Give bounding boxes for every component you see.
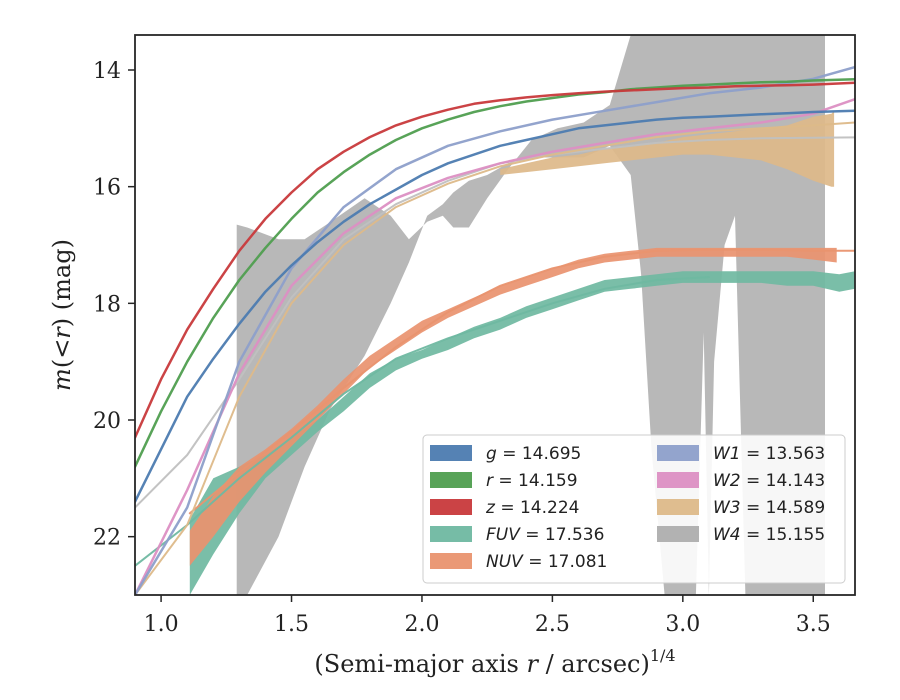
legend-swatch-w3 bbox=[657, 499, 699, 515]
legend-box bbox=[422, 434, 846, 584]
x-tick-label: 2.0 bbox=[404, 612, 439, 637]
legend-label-nuv: NUV = 17.081 bbox=[486, 552, 607, 572]
series-g-line bbox=[135, 109, 855, 503]
series-w2-line bbox=[135, 97, 855, 595]
series-fuv-fit-line bbox=[135, 276, 710, 567]
series-nuv-band bbox=[189, 247, 837, 566]
legend-swatch-w2 bbox=[657, 472, 699, 488]
x-tick-label: 3.5 bbox=[796, 612, 831, 637]
legend: g = 14.695 r = 14.159 z = 14.224 FUV = 17.5… bbox=[422, 434, 846, 584]
legend-swatch-z bbox=[430, 499, 472, 515]
ticks-layer: 1.0 1.5 2.0 2.5 3.0 3.5 14 16 18 20 22 bbox=[93, 59, 831, 637]
series-nuv-fit-line bbox=[188, 248, 855, 515]
legend-swatch-w1 bbox=[657, 445, 699, 461]
legend-swatch-g bbox=[430, 445, 472, 461]
legend-label-w2: W2 = 14.143 bbox=[713, 471, 825, 491]
series-w3-fit-line bbox=[135, 121, 855, 595]
y-tick-label: 18 bbox=[93, 292, 121, 317]
x-axis-label: (Semi-major axis r / arcsec)1/4 bbox=[314, 646, 675, 678]
y-tick-label: 20 bbox=[93, 409, 121, 434]
y-tick-label: 22 bbox=[93, 526, 121, 551]
legend-label-w3: W3 = 14.589 bbox=[713, 498, 825, 518]
legend-label-w1: W1 = 13.563 bbox=[713, 444, 825, 464]
x-tick-label: 3.0 bbox=[665, 612, 700, 637]
y-axis-label: m(<r) (mag) bbox=[48, 239, 76, 391]
legend-swatch-r bbox=[430, 472, 472, 488]
y-tick-label: 16 bbox=[93, 176, 121, 201]
x-tick-label: 2.5 bbox=[535, 612, 570, 637]
x-tick-label: 1.0 bbox=[144, 612, 179, 637]
legend-swatch-nuv bbox=[430, 553, 472, 569]
series-z-line bbox=[135, 81, 855, 439]
legend-label-w4: W4 = 15.155 bbox=[713, 525, 825, 545]
legend-swatch-fuv bbox=[430, 526, 472, 542]
series-w1-line bbox=[135, 65, 855, 595]
y-tick-label: 14 bbox=[93, 59, 121, 84]
x-tick-label: 1.5 bbox=[274, 612, 309, 637]
legend-swatch-w4 bbox=[657, 526, 699, 542]
legend-label-z: z = 14.224 bbox=[485, 498, 579, 518]
series-r-line bbox=[135, 78, 855, 468]
legend-label-r: r = 14.159 bbox=[486, 471, 578, 491]
legend-label-g: g = 14.695 bbox=[486, 444, 581, 464]
plot-frame bbox=[134, 34, 856, 596]
legend-label-fuv: FUV = 17.536 bbox=[486, 525, 604, 545]
